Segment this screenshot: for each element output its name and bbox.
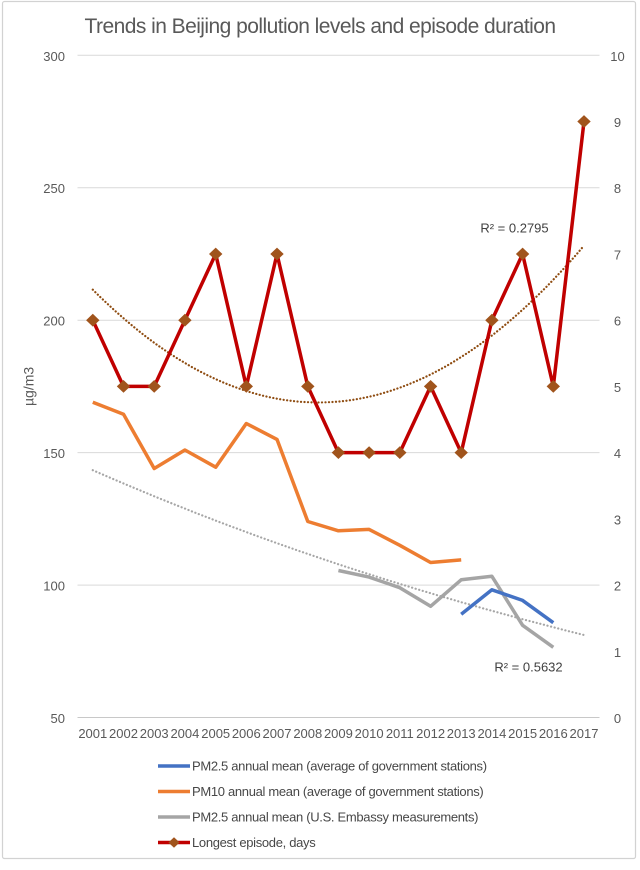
svg-text:8: 8 xyxy=(614,181,621,196)
svg-text:2010: 2010 xyxy=(355,726,384,741)
svg-text:R² = 0.5632: R² = 0.5632 xyxy=(494,660,562,675)
svg-text:R² = 0.2795: R² = 0.2795 xyxy=(480,221,548,236)
svg-text:0: 0 xyxy=(614,711,621,726)
svg-text:200: 200 xyxy=(43,314,65,329)
svg-text:Trends in Beijing pollution le: Trends in Beijing pollution levels and e… xyxy=(85,15,556,38)
svg-text:2014: 2014 xyxy=(477,726,506,741)
svg-text:2017: 2017 xyxy=(570,726,599,741)
svg-text:µg/m3: µg/m3 xyxy=(21,367,37,406)
svg-text:2008: 2008 xyxy=(293,726,322,741)
svg-text:2: 2 xyxy=(614,579,621,594)
svg-text:2002: 2002 xyxy=(109,726,138,741)
svg-text:10: 10 xyxy=(610,49,624,64)
svg-text:2007: 2007 xyxy=(263,726,292,741)
svg-text:2015: 2015 xyxy=(508,726,537,741)
svg-text:Longest episode, days: Longest episode, days xyxy=(192,835,316,850)
svg-text:2013: 2013 xyxy=(447,726,476,741)
svg-text:PM2.5 annual mean (U.S. Embass: PM2.5 annual mean (U.S. Embassy measurem… xyxy=(192,810,478,825)
svg-text:250: 250 xyxy=(43,181,65,196)
svg-text:100: 100 xyxy=(43,579,65,594)
svg-text:PM10 annual mean (average of g: PM10 annual mean (average of government … xyxy=(192,784,483,799)
svg-text:1: 1 xyxy=(614,645,621,660)
svg-text:2001: 2001 xyxy=(78,726,107,741)
svg-text:2009: 2009 xyxy=(324,726,353,741)
svg-text:2016: 2016 xyxy=(539,726,568,741)
svg-text:4: 4 xyxy=(614,446,621,461)
svg-text:5: 5 xyxy=(614,380,621,395)
svg-text:2006: 2006 xyxy=(232,726,261,741)
svg-text:2005: 2005 xyxy=(201,726,230,741)
svg-text:2012: 2012 xyxy=(416,726,445,741)
svg-text:2003: 2003 xyxy=(140,726,169,741)
svg-text:300: 300 xyxy=(43,49,65,64)
svg-text:7: 7 xyxy=(614,248,621,263)
svg-text:150: 150 xyxy=(43,446,65,461)
svg-text:50: 50 xyxy=(51,711,65,726)
svg-text:2004: 2004 xyxy=(170,726,199,741)
svg-text:PM2.5 annual mean (average of: PM2.5 annual mean (average of government… xyxy=(192,759,487,774)
svg-text:6: 6 xyxy=(614,314,621,329)
svg-text:3: 3 xyxy=(614,512,621,527)
svg-text:2011: 2011 xyxy=(386,726,414,741)
svg-text:9: 9 xyxy=(614,115,621,130)
